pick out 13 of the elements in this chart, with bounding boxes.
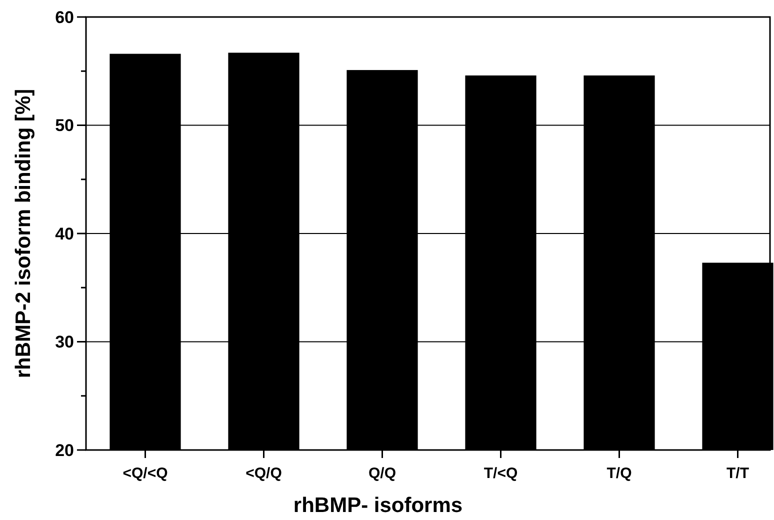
x-tick-label: <Q/<Q [122, 465, 168, 482]
x-tick-label: T/T [726, 465, 749, 482]
y-tick-label: 20 [55, 440, 74, 460]
x-axis-title: rhBMP- isoforms [293, 494, 463, 517]
y-axis-title: rhBMP-2 isoform binding [%] [12, 88, 35, 378]
x-tick-label: <Q/Q [246, 465, 282, 482]
x-tick-label: T/<Q [484, 465, 518, 482]
y-tick-label: 60 [55, 8, 74, 27]
y-tick-label: 40 [55, 224, 74, 244]
x-tick-label: T/Q [606, 465, 632, 482]
x-tick-label: Q/Q [368, 465, 396, 482]
y-tick-label: 50 [55, 116, 74, 136]
y-tick-label: 30 [55, 332, 74, 352]
